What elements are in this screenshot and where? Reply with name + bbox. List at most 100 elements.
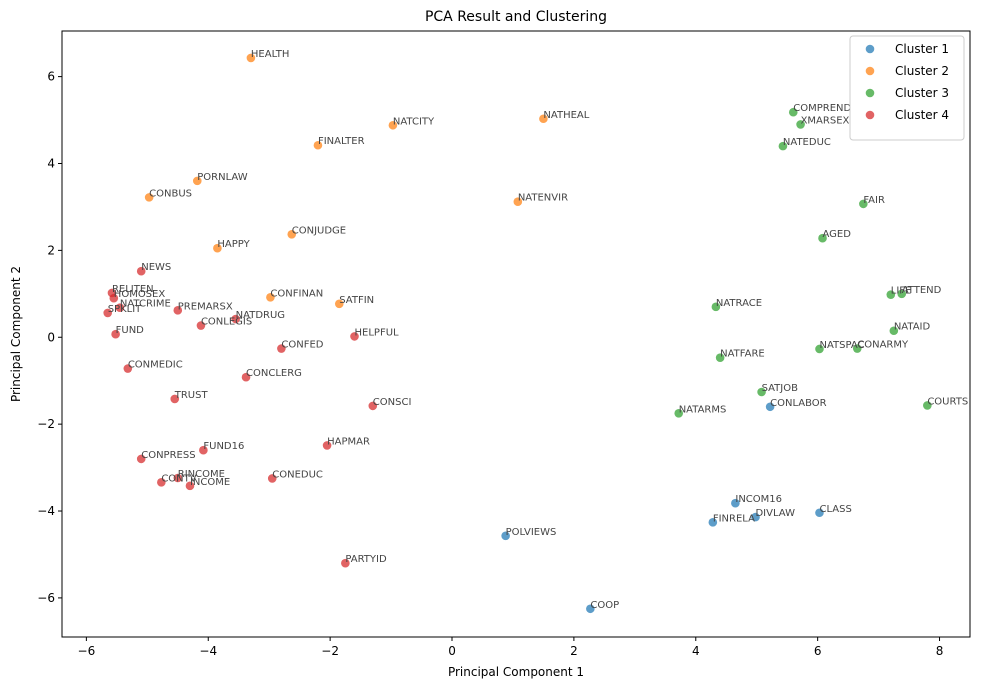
scatter-point [708,518,718,527]
x-tick-label: 8 [936,644,944,658]
scatter-point [157,478,166,487]
scatter-point [313,140,323,150]
y-axis-label: Principal Component 2 [9,266,23,402]
point-label: CONTV [161,473,196,484]
point-label: CONCLERG [246,368,302,379]
scatter-point [852,344,862,353]
point-label: CONSCI [373,397,412,408]
chart-title: PCA Result and Clustering [425,9,607,25]
point-label: RINCOME [178,469,225,480]
scatter-point [287,230,297,239]
scatter-point [199,445,208,455]
point-label: CONLEGIS [201,317,252,328]
scatter-point [246,53,256,63]
point-label: COURTS [927,396,968,407]
scatter-point [111,329,120,339]
point-label: HEALTH [251,49,290,60]
legend: Cluster 1 Cluster 2 Cluster 3 Cluster 4 [849,35,965,141]
scatter-point [173,473,183,483]
scatter-point [818,233,827,243]
point-label: NATARMS [679,404,727,415]
point-label: CONMEDIC [128,360,183,371]
legend-marker [865,110,875,120]
scatter-point [185,481,195,491]
point-label: COMPREND [793,103,851,114]
y-tick-label: 0 [47,330,55,344]
scatter-point [322,441,332,450]
legend-box [849,35,965,141]
point-label: NATAID [894,322,931,333]
point-label: CONEDUC [272,469,323,480]
point-label: INCOME [190,477,230,488]
scatter-point [136,266,146,276]
x-tick-label: 6 [814,644,822,658]
plot-frame [61,30,971,638]
point-label: COOP [590,600,619,611]
y-tick-label: −2 [37,417,55,431]
point-label: NATDRUG [236,310,285,321]
y-tick-label: −6 [37,591,55,605]
scatter-point [277,344,286,353]
point-label: XMARSEX [801,115,850,126]
scatter-point [674,408,684,418]
scatter-point [889,326,899,336]
point-label: FAIR [863,195,885,206]
y-tick-label: −4 [37,504,55,518]
scatter-point [513,197,523,207]
x-axis-label: Principal Component 1 [448,665,584,679]
scatter-point [109,293,119,303]
point-label: PORNLAW [197,172,247,183]
point-label: SATJOB [762,383,799,394]
point-label: LIFE [891,286,912,297]
point-label: HAPMAR [327,436,370,447]
legend-entry: Cluster 4 [895,108,949,122]
points-layer [103,53,932,614]
scatter-point [815,344,824,354]
scatter-point [388,120,398,130]
point-label: INCOM16 [735,494,782,505]
point-label: NATENVIR [518,193,568,204]
point-label: SPKLIT [108,304,142,315]
scatter-point [192,176,202,186]
point-label: CLASS [819,504,851,515]
point-label: POLVIEWS [506,527,557,538]
scatter-point [231,314,240,324]
scatter-point [368,401,378,411]
scatter-point [796,120,805,129]
scatter-point [886,290,896,299]
point-label: NATFARE [720,349,765,360]
scatter-point [859,199,868,209]
legend-entry: Cluster 3 [895,86,949,100]
x-tick-label: −4 [199,644,217,658]
point-label: CONJUDGE [292,225,346,236]
scatter-point [711,302,721,312]
point-label: PARTYID [345,554,387,565]
scatter-point [765,402,775,412]
point-label: HOMOSEX [114,289,166,300]
point-label: SATFIN [339,295,374,306]
legend-entry: Cluster 2 [895,64,949,78]
x-tick-label: −6 [78,644,96,658]
point-label: NATHEAL [543,110,589,121]
point-label: FINRELA [713,513,755,524]
scatter-point [196,321,206,330]
scatter-point [539,114,548,124]
scatter-point [103,308,113,318]
point-label: NATEDUC [783,137,831,148]
point-label: FINALTER [318,136,365,147]
point-label: CONBUS [149,188,192,199]
scatter-point [586,604,595,614]
point-label: HAPPY [217,239,250,250]
scatter-point [897,289,907,299]
y-axis-ticks: −6 −4 −2 0 2 4 6 [37,70,62,605]
scatter-point [731,498,740,508]
y-tick-label: 2 [47,243,55,257]
point-label: FUND [116,325,145,336]
scatter-point [123,364,133,373]
point-label: HELPFUL [355,327,400,338]
scatter-point [815,508,824,518]
point-label: FUND16 [203,441,244,452]
legend-entry: Cluster 1 [895,42,949,56]
scatter-point [115,303,125,313]
